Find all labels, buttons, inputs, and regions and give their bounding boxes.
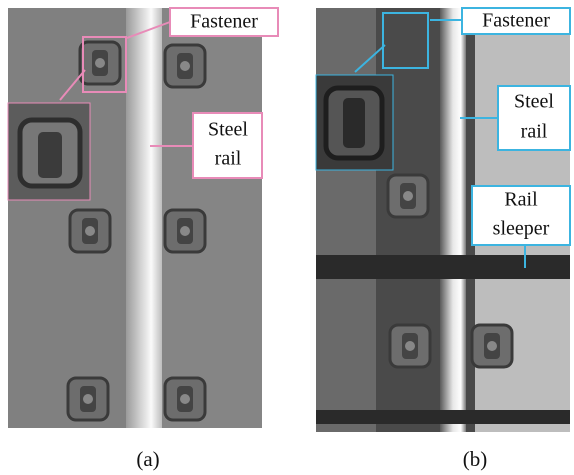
label: Fastener [482, 10, 550, 32]
label: Fastener [190, 11, 258, 33]
label: Steel [208, 119, 248, 141]
label: sleeper [493, 218, 550, 240]
label: rail [215, 148, 242, 170]
caption: (b) [463, 447, 488, 471]
label: Rail [504, 189, 538, 211]
caption: (a) [136, 447, 159, 471]
label: Steel [514, 91, 554, 113]
figure: Fastener Steel rail Fastener Steel rail … [0, 0, 574, 475]
photo-a [8, 8, 262, 428]
label: rail [521, 121, 548, 143]
